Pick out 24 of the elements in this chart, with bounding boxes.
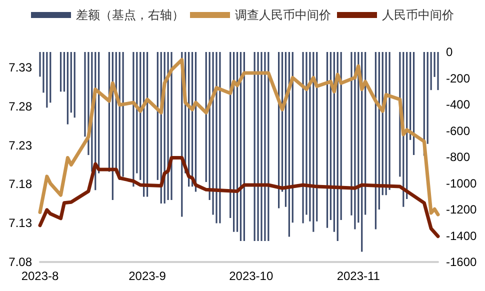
x-tick-label: 2023-9	[128, 269, 166, 283]
x-tick-label: 2023-8	[21, 269, 60, 283]
legend-label: 人民币中间价	[382, 8, 454, 22]
y-tick-label: 7.28	[8, 99, 32, 114]
x-tick-label: 2023-10	[229, 269, 274, 283]
legend-label: 差额（基点，右轴）	[76, 8, 184, 22]
line-series	[38, 156, 440, 238]
y2-tick-label: -1400	[446, 228, 478, 243]
y-tick-label: 7.13	[8, 216, 32, 230]
legend-label: 调查人民币中间价	[235, 8, 331, 22]
y2-tick-label: -1600	[446, 255, 478, 269]
y-tick-label: 7.23	[8, 138, 32, 152]
y-tick-label: 7.18	[8, 177, 32, 192]
y2-tick-label: -400	[446, 98, 470, 112]
y2-tick-label: -200	[446, 71, 470, 86]
x-tick-label: 2023-11	[336, 269, 380, 283]
y2-tick-label: 0	[446, 45, 453, 59]
y-tick-label: 7.33	[8, 60, 32, 75]
y2-tick-label: -600	[446, 124, 470, 138]
y2-tick-label: -1200	[446, 202, 478, 216]
y-tick-label: 7.08	[8, 255, 32, 269]
line-series	[38, 58, 440, 216]
y2-tick-label: -1000	[446, 176, 478, 190]
y2-tick-label: -800	[446, 150, 470, 164]
